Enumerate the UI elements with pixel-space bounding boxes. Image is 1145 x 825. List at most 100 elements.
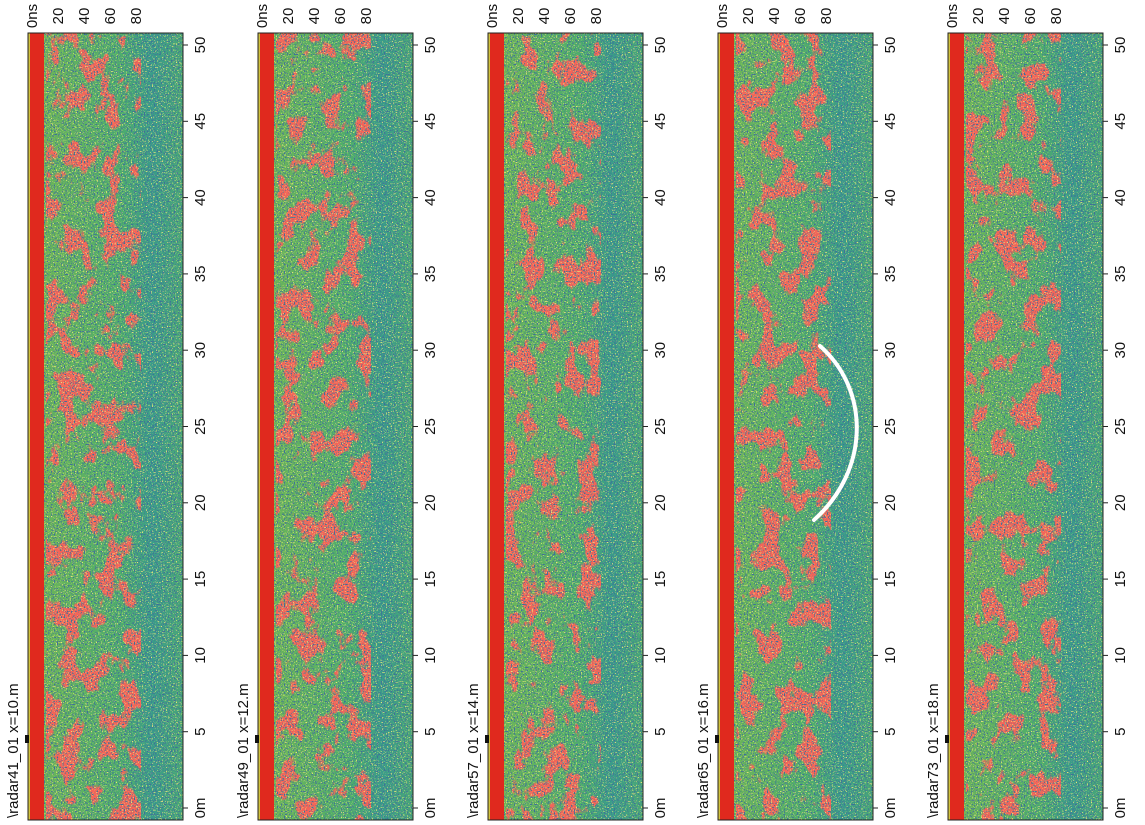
distance-tick-label: 40 [882, 189, 899, 206]
label-marker [715, 735, 719, 743]
time-tick-label: 0ns [944, 4, 961, 28]
distance-tick-label: 25 [882, 418, 899, 435]
time-tick-label: 40 [536, 8, 553, 25]
distance-tick-label: 25 [1112, 418, 1129, 435]
time-tick-label: 0ns [484, 4, 501, 28]
distance-tick-label: 40 [1112, 189, 1129, 206]
distance-tick-label: 35 [1112, 266, 1129, 283]
distance-tick-label: 15 [192, 571, 209, 588]
label-marker [485, 735, 489, 743]
time-tick-label: 40 [306, 8, 323, 25]
panel-label: \radar41_01 x=10.m [5, 683, 22, 818]
distance-tick-label: 45 [882, 113, 899, 130]
panel-label: \radar49_01 x=12.m [235, 683, 252, 818]
distance-tick-label: 5 [422, 728, 439, 736]
distance-tick-label: 0m [882, 798, 899, 819]
distance-tick-label: 35 [422, 266, 439, 283]
distance-tick-label: 20 [192, 494, 209, 511]
distance-tick-label: 0m [1112, 798, 1129, 819]
label-marker [25, 735, 29, 743]
panel-label: \radar73_01 x=18.m [925, 683, 942, 818]
distance-tick-label: 40 [192, 189, 209, 206]
distance-tick-label: 20 [422, 494, 439, 511]
time-tick-label: 60 [332, 8, 349, 25]
panels: 0m 5 10 15 20 25 30 35 40 45 50 0ns 20 40 60 80 \radar41… [5, 4, 1129, 821]
time-tick-label: 20 [970, 8, 987, 25]
distance-tick-label: 10 [882, 647, 899, 664]
distance-tick-label: 0m [192, 798, 209, 819]
highlight-curve [812, 344, 859, 522]
distance-tick-label: 35 [192, 266, 209, 283]
distance-tick-label: 10 [1112, 647, 1129, 664]
dark-specks [274, 33, 413, 820]
distance-tick-label: 30 [422, 342, 439, 359]
distance-tick-label: 20 [652, 494, 669, 511]
distance-tick-label: 30 [1112, 342, 1129, 359]
surface-band [30, 33, 44, 820]
time-tick-label: 80 [128, 8, 145, 25]
distance-tick-label: 50 [192, 37, 209, 54]
distance-tick-label: 45 [1112, 113, 1129, 130]
time-tick-label: 80 [358, 8, 375, 25]
time-tick-label: 80 [818, 8, 835, 25]
time-tick-label: 20 [280, 8, 297, 25]
distance-tick-label: 5 [1112, 728, 1129, 736]
distance-tick-label: 30 [882, 342, 899, 359]
distance-tick-label: 30 [652, 342, 669, 359]
time-tick-label: 60 [1022, 8, 1039, 25]
time-tick-label: 80 [1048, 8, 1065, 25]
distance-tick-label: 0m [652, 798, 669, 819]
time-tick-label: 80 [588, 8, 605, 25]
time-tick-label: 20 [50, 8, 67, 25]
time-tick-label: 60 [792, 8, 809, 25]
panel-label: \radar65_01 x=16.m [695, 683, 712, 818]
panel: 0m 5 10 15 20 25 30 35 40 45 50 0ns 20 40 60 80 \radar73… [925, 4, 1129, 821]
time-tick-label: 0ns [714, 4, 731, 28]
distance-tick-label: 25 [192, 418, 209, 435]
time-tick-label: 20 [740, 8, 757, 25]
distance-tick-label: 25 [422, 418, 439, 435]
distance-tick-label: 5 [652, 728, 669, 736]
distance-tick-label: 5 [882, 728, 899, 736]
distance-tick-label: 20 [882, 494, 899, 511]
distance-tick-label: 0m [422, 798, 439, 819]
dark-specks [734, 33, 873, 820]
distance-tick-label: 45 [422, 113, 439, 130]
surface-band [950, 33, 964, 820]
panel: 0m 5 10 15 20 25 30 35 40 45 50 0ns 20 40 60 80 \radar41… [5, 4, 209, 821]
distance-tick-label: 10 [652, 647, 669, 664]
time-tick-label: 60 [102, 8, 119, 25]
distance-tick-label: 10 [422, 647, 439, 664]
distance-tick-label: 40 [422, 189, 439, 206]
time-tick-label: 40 [766, 8, 783, 25]
time-tick-label: 0ns [254, 4, 271, 28]
time-tick-label: 0ns [24, 4, 41, 28]
label-marker [255, 735, 259, 743]
surface-band [260, 33, 274, 820]
distance-tick-label: 15 [1112, 571, 1129, 588]
time-tick-label: 40 [996, 8, 1013, 25]
distance-tick-label: 25 [652, 418, 669, 435]
distance-tick-label: 40 [652, 189, 669, 206]
surface-band [720, 33, 734, 820]
dark-specks [964, 33, 1103, 820]
distance-tick-label: 10 [192, 647, 209, 664]
distance-tick-label: 50 [422, 37, 439, 54]
distance-tick-label: 15 [882, 571, 899, 588]
label-marker [945, 735, 949, 743]
distance-tick-label: 5 [192, 728, 209, 736]
distance-tick-label: 20 [1112, 494, 1129, 511]
distance-tick-label: 30 [192, 342, 209, 359]
dark-specks [44, 33, 183, 820]
distance-tick-label: 50 [1112, 37, 1129, 54]
surface-band [490, 33, 504, 820]
panel: 0m 5 10 15 20 25 30 35 40 45 50 0ns 20 40 60 80 \radar65… [695, 4, 899, 821]
distance-tick-label: 15 [422, 571, 439, 588]
panel: 0m 5 10 15 20 25 30 35 40 45 50 0ns 20 40 60 80 \radar49… [235, 4, 439, 821]
dark-specks [504, 33, 643, 820]
distance-tick-label: 15 [652, 571, 669, 588]
panel-label: \radar57_01 x=14.m [465, 683, 482, 818]
panel: 0m 5 10 15 20 25 30 35 40 45 50 0ns 20 40 60 80 \radar57… [465, 4, 669, 821]
time-tick-label: 40 [76, 8, 93, 25]
